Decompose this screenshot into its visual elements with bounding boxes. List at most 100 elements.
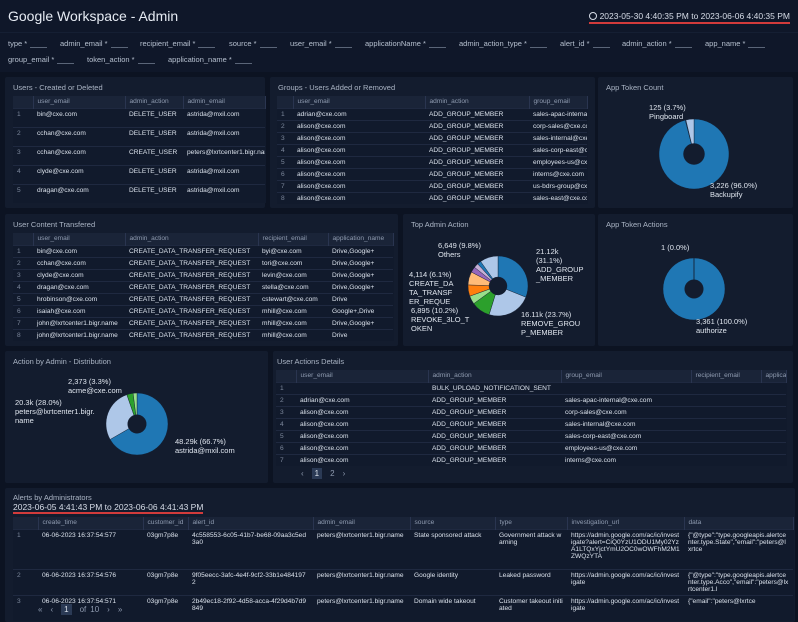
table-row[interactable]: 3 alison@cxe.com ADD_GROUP_MEMBER sales-int… xyxy=(277,131,587,144)
column-header[interactable]: data xyxy=(684,517,794,529)
pie-slice-unlabeled[interactable] xyxy=(132,393,138,415)
alerts-time-range[interactable]: 2023-06-05 4:41:43 PM to 2023-06-06 4:41… xyxy=(13,502,204,514)
page-2-button[interactable]: 2 xyxy=(330,469,335,478)
table-row[interactable]: 2 alison@cxe.com ADD_GROUP_MEMBER corp-sale… xyxy=(277,119,587,132)
column-header[interactable]: user_email xyxy=(293,96,426,108)
table-row[interactable]: 3 cchan@cxe.com CREATE_USER peters@lxrtcent… xyxy=(13,145,265,165)
time-range-picker[interactable]: 2023-05-30 4:40:35 PM to 2023-06-06 4:40… xyxy=(588,11,790,24)
filter-type[interactable]: type * xyxy=(8,39,48,48)
filter-admin-action-type[interactable]: admin_action_type * xyxy=(459,39,547,48)
table-row[interactable]: 6 alison@cxe.com ADD_GROUP_MEMBER interns@c… xyxy=(277,167,587,180)
column-header[interactable]: applica xyxy=(761,370,787,382)
table-row[interactable]: 8 john@lxrtcenter1.bigr.name CREATE_DATA_T… xyxy=(13,328,393,341)
prev-page-button[interactable]: ‹ xyxy=(301,469,304,478)
filter-input[interactable] xyxy=(259,47,277,48)
next-page-button[interactable]: › xyxy=(107,605,110,614)
table-row[interactable]: 4 clyde@cxe.com DELETE_USER astrida@mxil.co… xyxy=(13,164,265,184)
table-row[interactable]: 3 clyde@cxe.com CREATE_DATA_TRANSFER_REQUE… xyxy=(13,268,393,281)
column-header[interactable]: user_email xyxy=(33,96,126,108)
column-header[interactable]: application_name xyxy=(328,233,394,245)
filter-input[interactable] xyxy=(428,47,446,48)
filter-source[interactable]: source * xyxy=(229,39,277,48)
filter-input[interactable] xyxy=(234,63,252,64)
filter-input[interactable] xyxy=(57,63,75,64)
table-row[interactable]: 8 alison@cxe.com ADD_GROUP_MEMBER sales-eas… xyxy=(277,191,587,204)
table-row[interactable]: 4 alison@cxe.com ADD_GROUP_MEMBER sales-cor… xyxy=(277,143,587,156)
column-header[interactable]: user_email xyxy=(33,233,126,245)
pie-slice-astrida-mxil-com[interactable] xyxy=(109,393,168,455)
column-header[interactable] xyxy=(13,96,34,108)
column-header[interactable]: recipient_email xyxy=(691,370,762,382)
filter-app-name[interactable]: app_name * xyxy=(705,39,766,48)
filter-input[interactable] xyxy=(198,47,216,48)
filter-input[interactable] xyxy=(748,47,766,48)
table-row[interactable]: 5 alison@cxe.com ADD_GROUP_MEMBER sales-cor… xyxy=(276,429,786,442)
column-header[interactable]: group_email xyxy=(529,96,588,108)
table-row[interactable]: 4 alison@cxe.com ADD_GROUP_MEMBER sales-int… xyxy=(276,417,786,430)
column-header[interactable]: admin_action xyxy=(125,96,184,108)
column-header[interactable]: recipient_email xyxy=(258,233,329,245)
column-header[interactable]: admin_action xyxy=(425,96,530,108)
column-header[interactable]: type xyxy=(495,517,568,529)
table-row[interactable]: 7 john@lxrtcenter1.bigr.name CREATE_DATA_T… xyxy=(13,316,393,329)
filter-input[interactable] xyxy=(110,47,128,48)
column-header[interactable]: admin_action xyxy=(428,370,562,382)
filter-input[interactable] xyxy=(137,63,155,64)
column-header[interactable] xyxy=(13,517,39,529)
table-row[interactable]: 6 isaiah@cxe.com CREATE_DATA_TRANSFER_REQU… xyxy=(13,304,393,317)
table-row[interactable]: 3 06-06-2023 16:37:54:571 03gm7p8e 2b49ec18… xyxy=(13,594,793,621)
pie-slice-pingboard[interactable] xyxy=(685,119,695,145)
filter-recipient-email[interactable]: recipient_email * xyxy=(140,39,216,48)
table-row[interactable]: 6 alison@cxe.com ADD_GROUP_MEMBER employees… xyxy=(276,441,786,454)
pie-slice-backupify[interactable] xyxy=(659,119,729,189)
table-row[interactable]: 1 06-06-2023 16:37:54:577 03gm7p8e 4c558553… xyxy=(13,528,793,569)
column-header[interactable]: alert_id xyxy=(188,517,314,529)
last-page-button[interactable]: » xyxy=(117,605,123,614)
table-row[interactable]: 2 06-06-2023 16:37:54:576 03gm7p8e 9f05eecc… xyxy=(13,568,793,595)
table-row[interactable]: 5 hrobinson@cxe.com CREATE_DATA_TRANSFER_R… xyxy=(13,292,393,305)
first-page-button[interactable]: « xyxy=(38,605,43,614)
table-row[interactable]: 4 dragan@cxe.com CREATE_DATA_TRANSFER_REQU… xyxy=(13,280,393,293)
filter-user-email[interactable]: user_email * xyxy=(290,39,352,48)
table-row[interactable]: 7 alison@cxe.com ADD_GROUP_MEMBER interns@c… xyxy=(276,453,786,466)
filter-admin-email[interactable]: admin_email * xyxy=(60,39,128,48)
pie-slice-others[interactable] xyxy=(480,256,499,279)
filter-admin-action[interactable]: admin_action * xyxy=(622,39,692,48)
next-page-button[interactable]: › xyxy=(342,469,346,478)
filter-input[interactable] xyxy=(592,47,610,48)
pie-slice-authorize[interactable] xyxy=(663,258,725,320)
table-row[interactable]: 1 bin@cxe.com DELETE_USER astrida@mxil.com xyxy=(13,107,265,127)
filter-application-name[interactable]: application_name * xyxy=(168,55,252,64)
column-header[interactable]: admin_email xyxy=(313,517,411,529)
filter-input[interactable] xyxy=(334,47,352,48)
column-header[interactable] xyxy=(276,370,297,382)
table-row[interactable]: 2 adrian@cxe.com ADD_GROUP_MEMBER sales-apa… xyxy=(276,393,786,406)
table-row[interactable]: 1 bin@cxe.com CREATE_DATA_TRANSFER_REQUEST… xyxy=(13,244,393,257)
pie-slice-peters-lxrtcenter1-bigr-name[interactable] xyxy=(106,394,135,440)
filter-input[interactable] xyxy=(674,47,692,48)
table-row[interactable]: 3 alison@cxe.com ADD_GROUP_MEMBER corp-sale… xyxy=(276,405,786,418)
filter-input[interactable] xyxy=(30,47,48,48)
table-row[interactable]: 7 alison@cxe.com ADD_GROUP_MEMBER us-bdrs-g… xyxy=(277,179,587,192)
filter-group-email[interactable]: group_email * xyxy=(8,55,75,64)
table-row[interactable]: 1 adrian@cxe.com ADD_GROUP_MEMBER sales-apa… xyxy=(277,107,587,120)
column-header[interactable]: admin_email xyxy=(183,96,266,108)
page-1-button[interactable]: 1 xyxy=(311,468,323,479)
filter-alert-id[interactable]: alert_id * xyxy=(560,39,610,48)
table-row[interactable]: 5 alison@cxe.com ADD_GROUP_MEMBER employees… xyxy=(277,155,587,168)
table-row[interactable]: 5 dragan@cxe.com DELETE_USER astrida@mxil.c… xyxy=(13,183,265,203)
table-row[interactable]: 1 BULK_UPLOAD_NOTIFICATION_SENT xyxy=(276,381,786,394)
column-header[interactable] xyxy=(13,233,34,245)
current-page-input[interactable]: 1 xyxy=(61,604,72,615)
table-row[interactable]: 2 cchan@cxe.com DELETE_USER astrida@mxil.co… xyxy=(13,126,265,146)
filter-token-action[interactable]: token_action * xyxy=(87,55,155,64)
column-header[interactable]: investigation_url xyxy=(567,517,685,529)
column-header[interactable]: create_time xyxy=(38,517,144,529)
prev-page-button[interactable]: ‹ xyxy=(50,605,54,614)
column-header[interactable]: admin_action xyxy=(125,233,259,245)
pie-slice-add-group-member[interactable] xyxy=(497,256,528,298)
column-header[interactable]: customer_id xyxy=(143,517,189,529)
filter-input[interactable] xyxy=(529,47,547,48)
column-header[interactable]: source xyxy=(410,517,496,529)
filter-applicationname[interactable]: applicationName * xyxy=(365,39,446,48)
